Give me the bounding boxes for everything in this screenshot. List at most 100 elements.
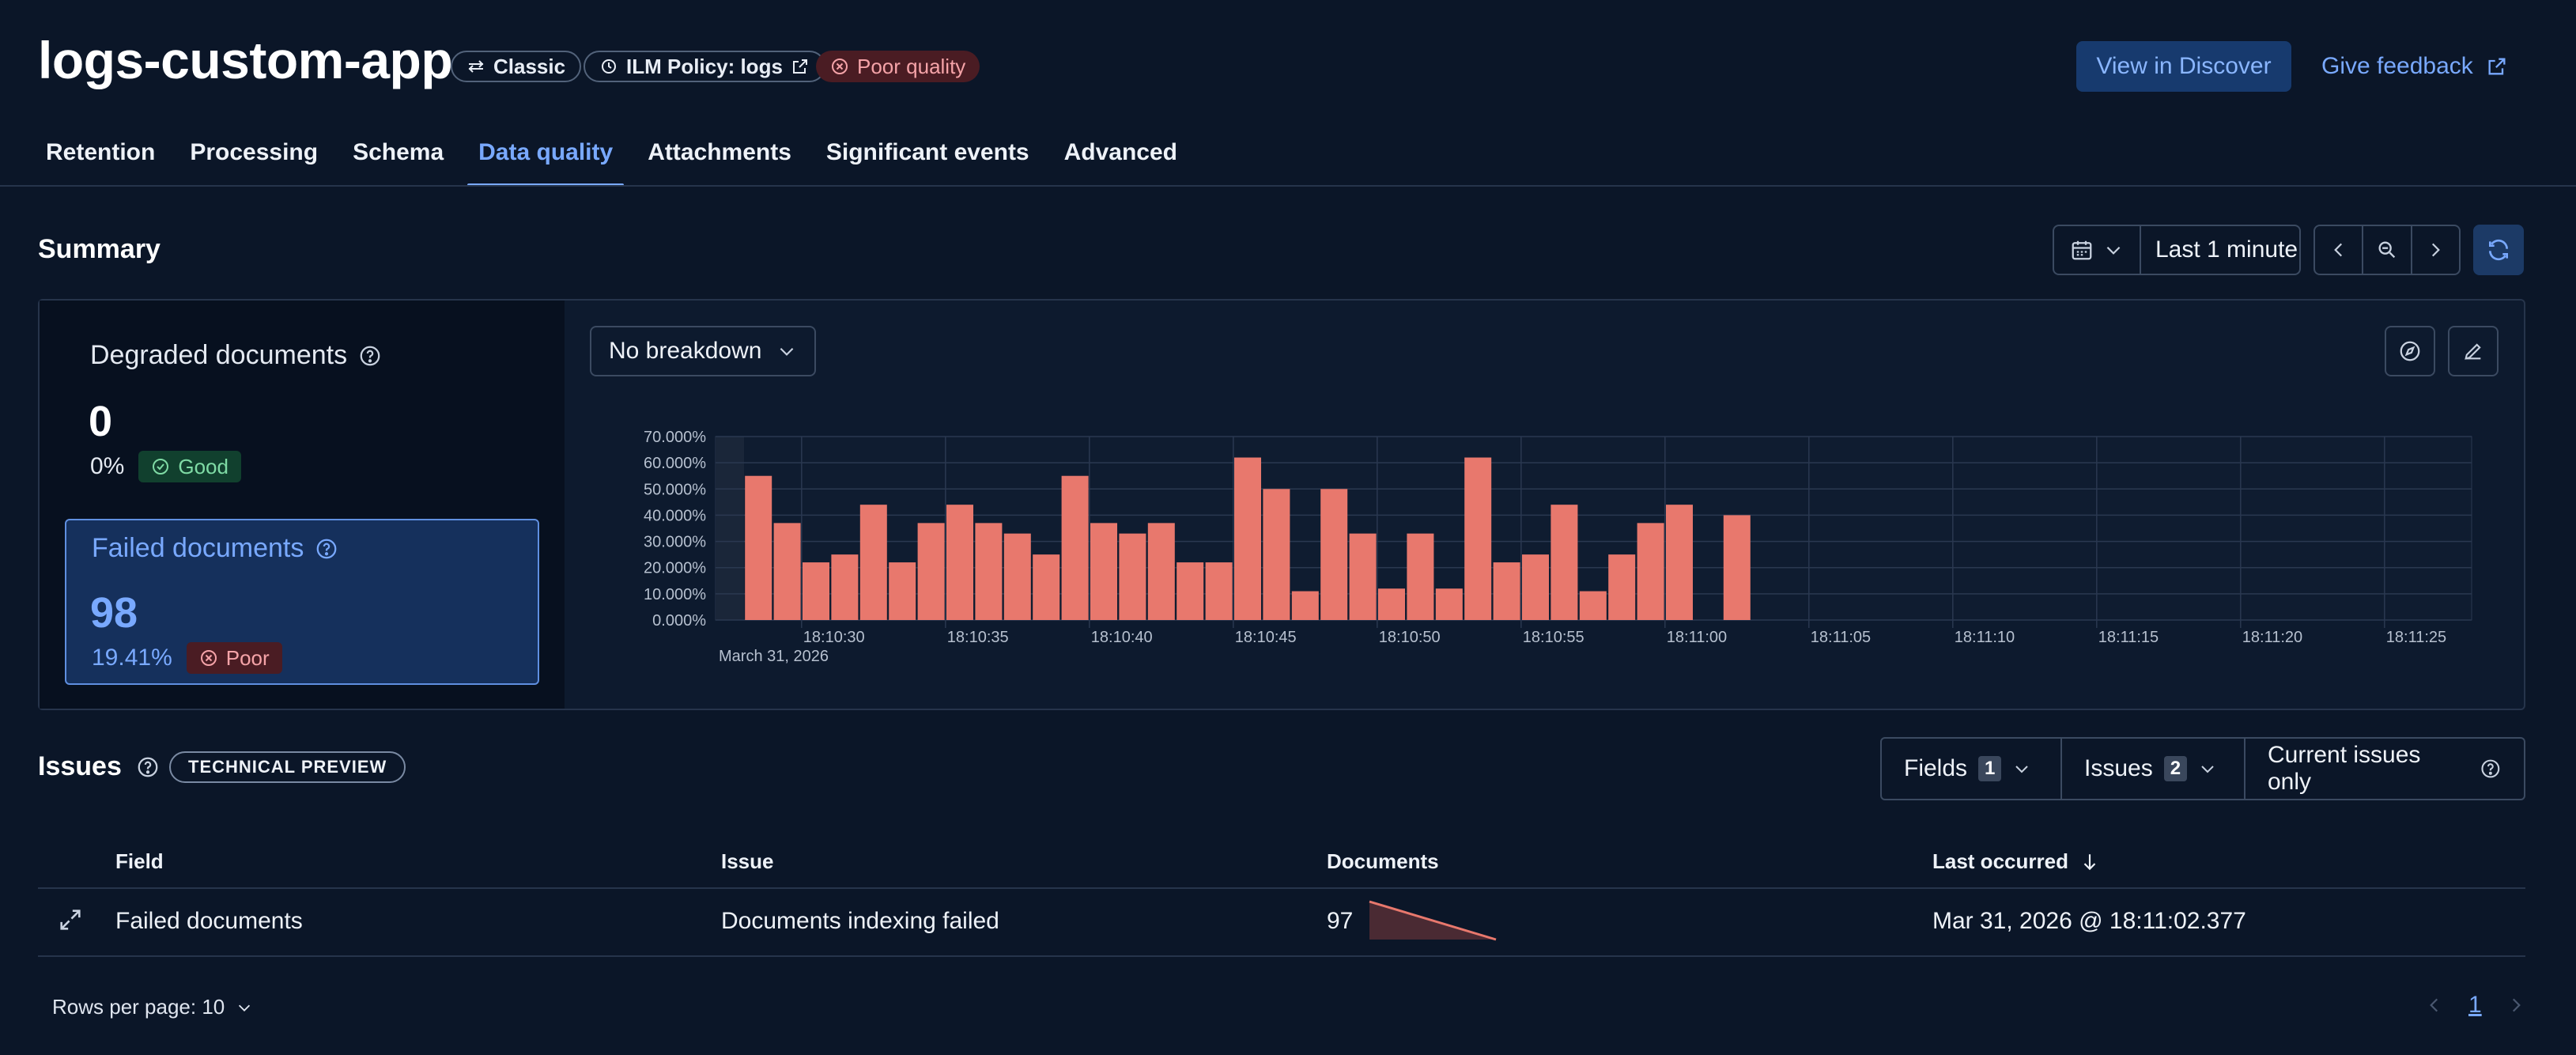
ilm-policy-label: ILM Policy: logs <box>626 54 783 78</box>
chart-bar <box>1177 562 1204 620</box>
row-issue: Documents indexing failed <box>721 908 999 934</box>
issues-title: Issues <box>38 751 122 781</box>
chart-bar <box>1205 562 1233 620</box>
expand-icon <box>60 909 81 930</box>
ilm-policy-badge[interactable]: ILM Policy: logs <box>584 51 825 82</box>
y-tick-label: 50.000% <box>644 481 706 498</box>
tab-retention[interactable]: Retention <box>46 139 156 165</box>
page-number-button[interactable]: 1 <box>2468 992 2482 1018</box>
tab-schema[interactable]: Schema <box>353 139 444 165</box>
table-header-divider <box>38 887 2525 889</box>
failed-stats-row: 19.41% Poor <box>92 642 282 674</box>
row-last-occurred: Mar 31, 2026 @ 18:11:02.377 <box>1932 908 2246 934</box>
failed-documents-chart: 70.000% 60.000% 50.000% 40.000% 30.000% 20.00… <box>644 429 2472 664</box>
tab-advanced[interactable]: Advanced <box>1063 139 1178 165</box>
y-tick-label: 10.000% <box>644 586 706 603</box>
chart-bar <box>1147 523 1175 620</box>
column-header-field[interactable]: Field <box>115 849 164 873</box>
summary-title: Summary <box>38 234 161 264</box>
classic-badge[interactable]: Classic <box>451 51 582 82</box>
page-title: logs-custom-app <box>38 31 453 89</box>
tab-attachments[interactable]: Attachments <box>648 139 791 165</box>
give-feedback-link[interactable]: Give feedback <box>2321 41 2508 92</box>
previous-range-button[interactable] <box>2315 226 2362 274</box>
chevron-right-icon[interactable] <box>2506 995 2526 1015</box>
time-picker[interactable]: Last 1 minute <box>2053 225 2301 275</box>
chart-bar <box>1349 533 1377 620</box>
failed-documents-card[interactable] <box>65 519 539 685</box>
tab-significant-events[interactable]: Significant events <box>825 139 1029 165</box>
refresh-button[interactable] <box>2473 225 2524 275</box>
error-circle-icon <box>200 650 217 666</box>
pagination: 1 <box>2424 992 2526 1019</box>
chart-bar <box>1464 457 1492 620</box>
tab-data-quality[interactable]: Data quality <box>461 134 630 187</box>
chart-bar <box>889 562 916 620</box>
chart-bar <box>1551 505 1578 620</box>
view-in-discover-button[interactable]: View in Discover <box>2076 41 2291 92</box>
x-tick-label: 18:11:15 <box>2098 629 2159 646</box>
lifecycle-icon <box>602 59 616 74</box>
chart-bar <box>1291 591 1319 620</box>
chart-bar <box>975 523 1003 620</box>
x-tick-label: 18:10:35 <box>947 629 1009 646</box>
column-header-issue[interactable]: Issue <box>721 849 774 873</box>
documents-sparkline <box>1369 900 1497 941</box>
chart-bar <box>1378 588 1405 620</box>
classic-badge-label: Classic <box>493 54 566 78</box>
quick-select-button[interactable] <box>2054 226 2141 274</box>
tab-processing[interactable]: Processing <box>190 139 319 165</box>
column-header-documents[interactable]: Documents <box>1327 849 1439 873</box>
fields-filter-button[interactable]: Fields 1 <box>1882 739 2060 799</box>
y-tick-label: 70.000% <box>644 429 706 446</box>
degraded-documents-value: 0 <box>89 398 113 445</box>
issues-filter-label: Issues <box>2084 755 2153 781</box>
expand-row-button[interactable] <box>57 906 84 940</box>
y-tick-label: 60.000% <box>644 455 706 472</box>
question-circle-icon[interactable] <box>358 344 382 368</box>
rows-per-page-button[interactable]: Rows per page: 10 <box>52 995 253 1019</box>
y-tick-label: 20.000% <box>644 560 706 577</box>
explore-button[interactable] <box>2385 326 2435 376</box>
breakdown-label: No breakdown <box>609 338 762 364</box>
chevron-down-icon <box>2201 766 2214 773</box>
fields-filter-count: 1 <box>1978 756 2002 781</box>
chart-bar <box>1637 523 1664 620</box>
chart-bar <box>1579 591 1607 620</box>
next-range-button[interactable] <box>2410 226 2459 274</box>
current-issues-only-label: Current issues only <box>2268 742 2421 795</box>
degraded-percentage: 0% <box>90 453 125 479</box>
degraded-documents-label: Degraded documents <box>90 340 382 371</box>
chart-bar <box>1061 475 1089 620</box>
check-circle-icon <box>153 459 169 475</box>
quality-badge-label: Poor quality <box>857 54 966 78</box>
y-tick-label: 30.000% <box>644 534 706 551</box>
failed-documents-label: Failed documents <box>92 533 338 564</box>
x-tick-label: 18:10:55 <box>1523 629 1585 646</box>
current-issues-only-toggle[interactable]: Current issues only <box>2244 739 2524 799</box>
y-tick-label: 40.000% <box>644 507 706 524</box>
question-circle-icon[interactable] <box>315 537 338 561</box>
chevron-down-icon <box>239 1004 251 1012</box>
x-tick-label: 18:11:20 <box>2242 629 2302 646</box>
chart-bar <box>831 554 859 620</box>
failed-label-text: Failed documents <box>92 533 304 563</box>
edit-visualization-button[interactable] <box>2448 326 2499 376</box>
time-range-label[interactable]: Last 1 minute <box>2155 236 2298 263</box>
issues-filter-button[interactable]: Issues 2 <box>2060 739 2244 799</box>
chevron-right-icon <box>2432 243 2441 257</box>
chevron-left-icon[interactable] <box>2424 995 2445 1015</box>
poor-status-badge: Poor <box>186 642 282 674</box>
chart-bar <box>1723 515 1751 620</box>
issues-heading: Issues <box>38 751 160 782</box>
x-date-label: March 31, 2026 <box>719 648 829 664</box>
external-link-icon <box>792 59 807 74</box>
zoom-out-button[interactable] <box>2362 226 2410 274</box>
chart-bar <box>946 505 973 620</box>
x-tick-label: 18:10:30 <box>803 629 865 646</box>
column-header-last-occurred[interactable]: Last occurred <box>1932 849 2100 874</box>
x-tick-label: 18:11:05 <box>1811 629 1871 646</box>
chart-bar <box>1407 533 1434 620</box>
question-circle-icon[interactable] <box>136 755 160 779</box>
breakdown-select[interactable]: No breakdown <box>590 326 816 376</box>
